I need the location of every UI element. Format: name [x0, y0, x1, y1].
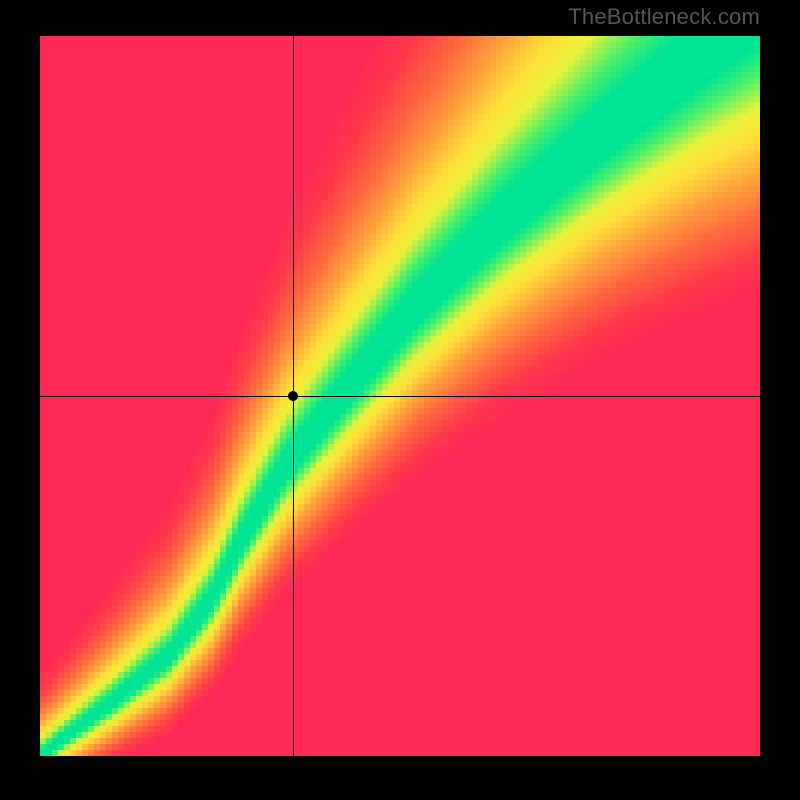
- watermark-text: TheBottleneck.com: [568, 4, 760, 30]
- crosshair-horizontal-line: [40, 396, 760, 397]
- plot-area: [40, 36, 760, 756]
